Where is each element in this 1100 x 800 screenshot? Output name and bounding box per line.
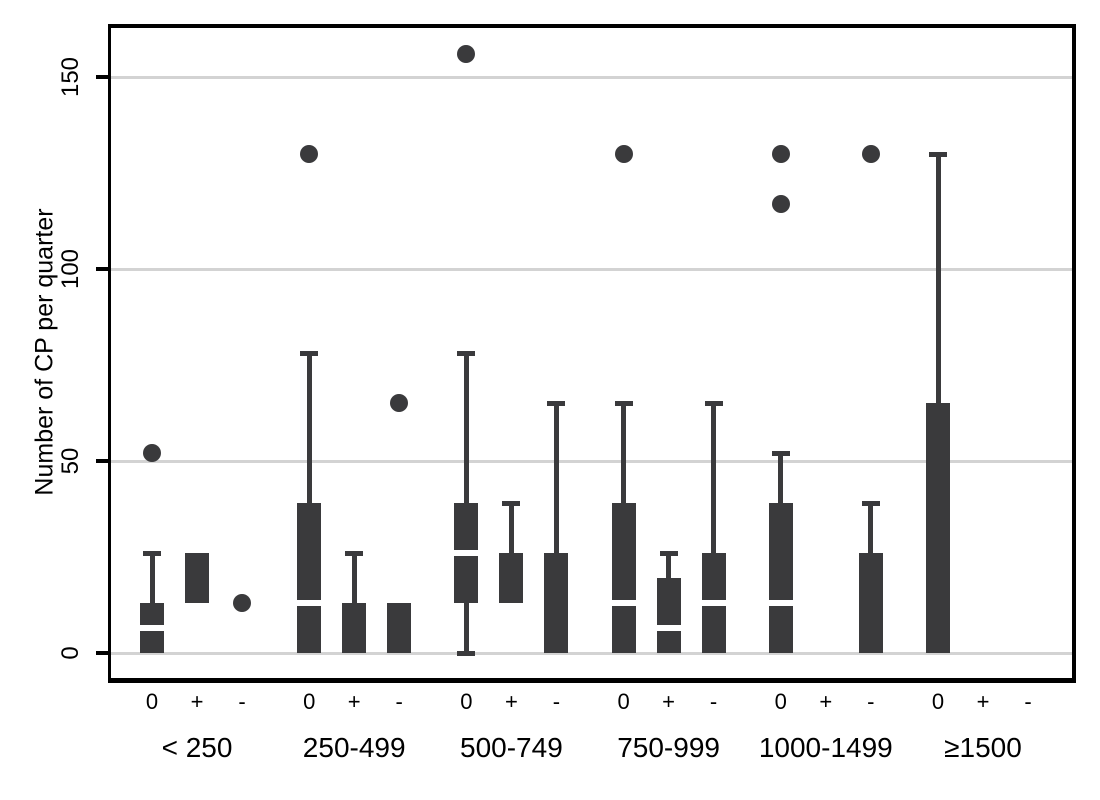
x-sublabel-+: + [504,689,518,714]
upper-whisker-cap [143,551,161,557]
upper-whisker-line [935,153,941,404]
x-sublabel-+: + [976,689,990,714]
y-tick-100 [96,267,108,271]
lower-whisker-line [463,603,469,653]
x-sublabel-+: + [347,689,361,714]
x-sublabel-+: + [662,689,676,714]
iqr-box [185,553,209,604]
median-line [611,600,636,607]
x-sublabel-0: 0 [931,689,945,714]
median-line [140,625,164,632]
outlier-dot [143,444,161,463]
x-sublabel--: - [867,689,875,714]
upper-whisker-line [711,403,717,554]
upper-whisker-line [553,403,559,554]
iqr-box [297,503,322,653]
x-group-label: 1000-1499 [758,732,893,763]
outlier-dot [300,144,319,163]
y-axis-title: Number of CP per quarter [30,208,59,496]
x-sublabel-0: 0 [145,689,159,714]
x-sublabel-0: 0 [460,689,473,714]
x-sublabel-+: + [819,689,833,714]
iqr-box [768,503,793,653]
upper-whisker-line [149,553,155,604]
x-sublabel--: - [1024,689,1032,714]
median-line [454,550,479,557]
y-tick-150 [96,75,108,79]
upper-whisker-cap [659,551,678,557]
iqr-box [499,553,524,604]
median-line [656,625,681,632]
upper-whisker-cap [929,151,947,157]
upper-whisker-line [666,553,672,579]
y-tick-label-100: 100 [57,248,84,290]
x-sublabel-0: 0 [617,689,630,714]
x-sublabel--: - [238,689,246,714]
outlier-dot [771,194,790,213]
upper-whisker-line [463,353,469,504]
x-sublabel--: - [709,689,718,714]
y-tick-label-0: 0 [57,646,84,660]
x-sublabel--: - [395,689,403,714]
outlier-dot [457,44,476,63]
upper-whisker-line [306,353,312,504]
gridline-y-50 [111,459,1072,463]
plot-area [108,24,1076,683]
x-sublabel--: - [552,689,561,714]
upper-whisker-line [621,403,627,504]
x-group-label: < 250 [161,732,233,763]
x-group-label: 250-499 [302,732,406,763]
y-tick-label-50: 50 [57,447,84,475]
y-tick-label-150: 150 [57,56,84,98]
upper-whisker-cap [547,401,566,407]
iqr-box [342,603,367,653]
outlier-dot [861,144,880,163]
upper-whisker-line [351,553,357,604]
x-group-label: 750-999 [617,732,720,763]
gridline-y-0 [111,651,1072,655]
x-sublabel-+: + [190,689,204,714]
iqr-box [387,603,412,653]
outlier-dot [390,394,409,413]
upper-whisker-cap [614,401,633,407]
upper-whisker-line [778,453,784,504]
upper-whisker-cap [861,501,880,507]
gridline-y-100 [111,267,1072,271]
upper-whisker-cap [457,351,476,357]
y-tick-50 [96,459,108,463]
iqr-box [656,578,681,653]
lower-whisker-cap [457,651,476,656]
iqr-box [926,403,950,653]
outlier-dot [771,144,790,163]
iqr-box [611,503,636,653]
x-group-label: ≥1500 [944,732,1022,763]
single-point-dot [233,594,251,613]
median-line [297,600,322,607]
outlier-dot [614,144,633,163]
upper-whisker-cap [300,351,319,357]
y-tick-0 [96,651,108,655]
upper-whisker-cap [345,551,364,557]
upper-whisker-line [868,503,874,554]
median-line [701,600,726,607]
gridline-y-150 [111,75,1072,79]
iqr-box [544,553,569,653]
upper-whisker-line [508,503,514,554]
upper-whisker-cap [502,501,521,507]
upper-whisker-cap [704,401,723,407]
median-line [768,600,793,607]
x-sublabel-0: 0 [303,689,316,714]
upper-whisker-cap [771,451,790,457]
x-group-label: 500-749 [460,732,563,763]
x-sublabel-0: 0 [774,689,787,714]
iqr-box [858,553,883,653]
